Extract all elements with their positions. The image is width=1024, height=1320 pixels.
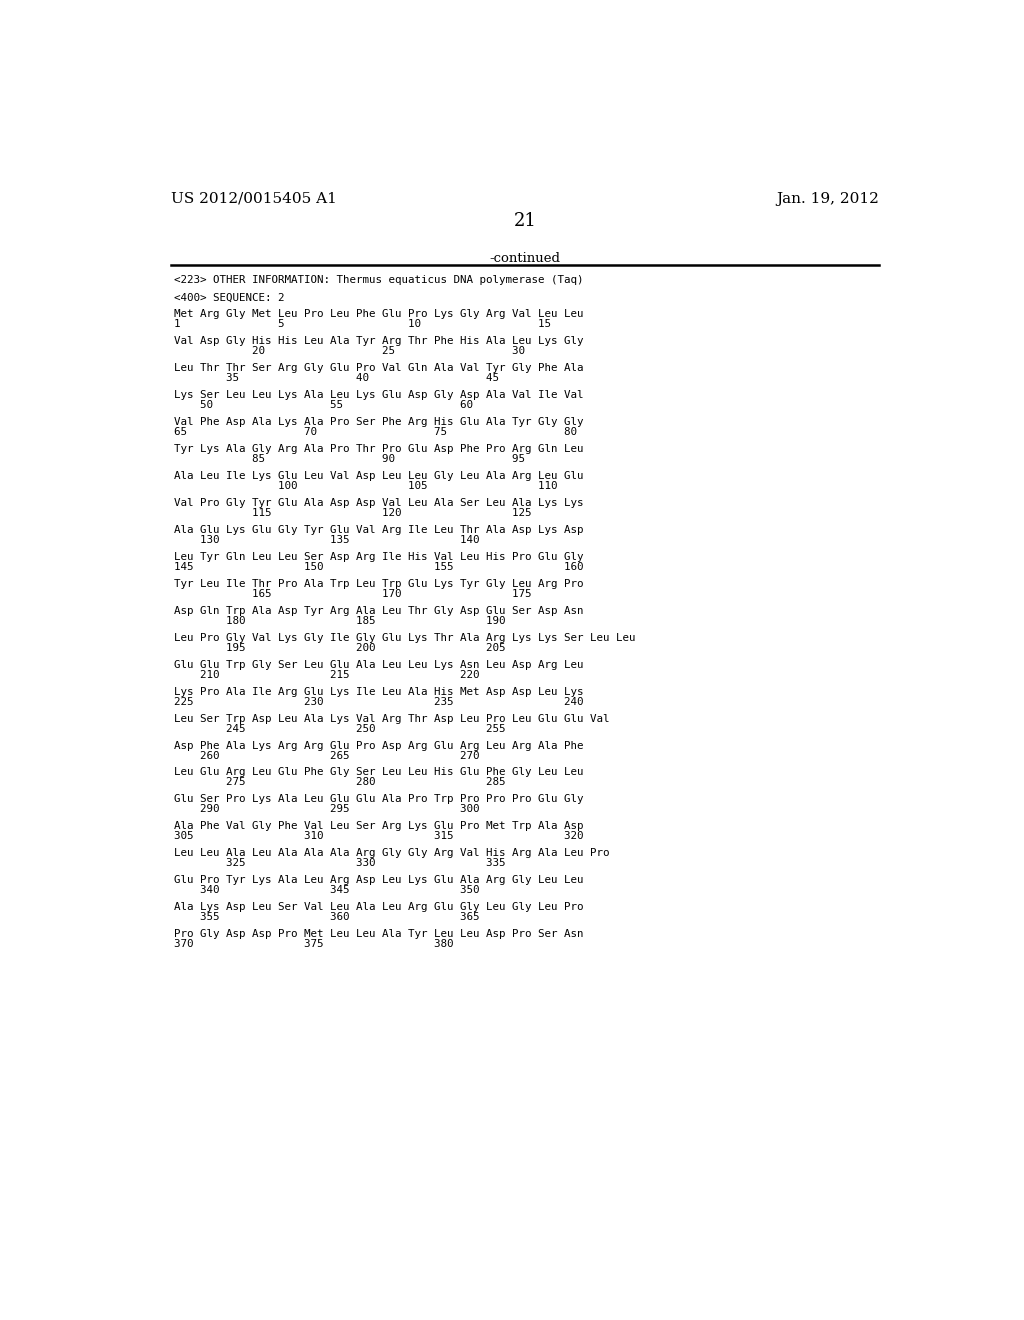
Text: 370                 375                 380: 370 375 380 [174, 940, 454, 949]
Text: Glu Pro Tyr Lys Ala Leu Arg Asp Leu Lys Glu Ala Arg Gly Leu Leu: Glu Pro Tyr Lys Ala Leu Arg Asp Leu Lys … [174, 875, 584, 886]
Text: 290                 295                 300: 290 295 300 [174, 804, 480, 814]
Text: Glu Ser Pro Lys Ala Leu Glu Glu Ala Pro Trp Pro Pro Pro Glu Gly: Glu Ser Pro Lys Ala Leu Glu Glu Ala Pro … [174, 795, 584, 804]
Text: 21: 21 [513, 213, 537, 230]
Text: Leu Glu Arg Leu Glu Phe Gly Ser Leu Leu His Glu Phe Gly Leu Leu: Leu Glu Arg Leu Glu Phe Gly Ser Leu Leu … [174, 767, 584, 777]
Text: 245                 250                 255: 245 250 255 [174, 723, 506, 734]
Text: Ala Lys Asp Leu Ser Val Leu Ala Leu Arg Glu Gly Leu Gly Leu Pro: Ala Lys Asp Leu Ser Val Leu Ala Leu Arg … [174, 903, 584, 912]
Text: Leu Leu Ala Leu Ala Ala Ala Arg Gly Gly Arg Val His Arg Ala Leu Pro: Leu Leu Ala Leu Ala Ala Ala Arg Gly Gly … [174, 849, 610, 858]
Text: Val Asp Gly His His Leu Ala Tyr Arg Thr Phe His Ala Leu Lys Gly: Val Asp Gly His His Leu Ala Tyr Arg Thr … [174, 337, 584, 346]
Text: Lys Pro Ala Ile Arg Glu Lys Ile Leu Ala His Met Asp Asp Leu Lys: Lys Pro Ala Ile Arg Glu Lys Ile Leu Ala … [174, 686, 584, 697]
Text: Lys Ser Leu Leu Lys Ala Leu Lys Glu Asp Gly Asp Ala Val Ile Val: Lys Ser Leu Leu Lys Ala Leu Lys Glu Asp … [174, 391, 584, 400]
Text: Leu Tyr Gln Leu Leu Ser Asp Arg Ile His Val Leu His Pro Glu Gly: Leu Tyr Gln Leu Leu Ser Asp Arg Ile His … [174, 552, 584, 562]
Text: 355                 360                 365: 355 360 365 [174, 912, 480, 923]
Text: <400> SEQUENCE: 2: <400> SEQUENCE: 2 [174, 293, 285, 302]
Text: 210                 215                 220: 210 215 220 [174, 669, 480, 680]
Text: Ala Glu Lys Glu Gly Tyr Glu Val Arg Ile Leu Thr Ala Asp Lys Asp: Ala Glu Lys Glu Gly Tyr Glu Val Arg Ile … [174, 525, 584, 535]
Text: US 2012/0015405 A1: US 2012/0015405 A1 [171, 191, 337, 206]
Text: 85                  90                  95: 85 90 95 [174, 454, 525, 465]
Text: <223> OTHER INFORMATION: Thermus equaticus DNA polymerase (Taq): <223> OTHER INFORMATION: Thermus equatic… [174, 276, 584, 285]
Text: Ala Leu Ile Lys Glu Leu Val Asp Leu Leu Gly Leu Ala Arg Leu Glu: Ala Leu Ile Lys Glu Leu Val Asp Leu Leu … [174, 471, 584, 480]
Text: 195                 200                 205: 195 200 205 [174, 643, 506, 652]
Text: -continued: -continued [489, 252, 560, 265]
Text: Leu Pro Gly Val Lys Gly Ile Gly Glu Lys Thr Ala Arg Lys Lys Ser Leu Leu: Leu Pro Gly Val Lys Gly Ile Gly Glu Lys … [174, 632, 636, 643]
Text: Tyr Lys Ala Gly Arg Ala Pro Thr Pro Glu Asp Phe Pro Arg Gln Leu: Tyr Lys Ala Gly Arg Ala Pro Thr Pro Glu … [174, 444, 584, 454]
Text: Ala Phe Val Gly Phe Val Leu Ser Arg Lys Glu Pro Met Trp Ala Asp: Ala Phe Val Gly Phe Val Leu Ser Arg Lys … [174, 821, 584, 832]
Text: 180                 185                 190: 180 185 190 [174, 615, 506, 626]
Text: 115                 120                 125: 115 120 125 [174, 508, 532, 517]
Text: Val Pro Gly Tyr Glu Ala Asp Asp Val Leu Ala Ser Leu Ala Lys Lys: Val Pro Gly Tyr Glu Ala Asp Asp Val Leu … [174, 498, 584, 508]
Text: Leu Ser Trp Asp Leu Ala Lys Val Arg Thr Asp Leu Pro Leu Glu Glu Val: Leu Ser Trp Asp Leu Ala Lys Val Arg Thr … [174, 714, 610, 723]
Text: 130                 135                 140: 130 135 140 [174, 535, 480, 545]
Text: 145                 150                 155                 160: 145 150 155 160 [174, 562, 584, 572]
Text: Asp Phe Ala Lys Arg Arg Glu Pro Asp Arg Glu Arg Leu Arg Ala Phe: Asp Phe Ala Lys Arg Arg Glu Pro Asp Arg … [174, 741, 584, 751]
Text: Pro Gly Asp Asp Pro Met Leu Leu Ala Tyr Leu Leu Asp Pro Ser Asn: Pro Gly Asp Asp Pro Met Leu Leu Ala Tyr … [174, 929, 584, 939]
Text: 100                 105                 110: 100 105 110 [174, 480, 558, 491]
Text: 1               5                   10                  15: 1 5 10 15 [174, 319, 552, 329]
Text: 165                 170                 175: 165 170 175 [174, 589, 532, 599]
Text: Met Arg Gly Met Leu Pro Leu Phe Glu Pro Lys Gly Arg Val Leu Leu: Met Arg Gly Met Leu Pro Leu Phe Glu Pro … [174, 309, 584, 319]
Text: Jan. 19, 2012: Jan. 19, 2012 [776, 191, 879, 206]
Text: 340                 345                 350: 340 345 350 [174, 886, 480, 895]
Text: Tyr Leu Ile Thr Pro Ala Trp Leu Trp Glu Lys Tyr Gly Leu Arg Pro: Tyr Leu Ile Thr Pro Ala Trp Leu Trp Glu … [174, 579, 584, 589]
Text: 275                 280                 285: 275 280 285 [174, 777, 506, 788]
Text: Glu Glu Trp Gly Ser Leu Glu Ala Leu Leu Lys Asn Leu Asp Arg Leu: Glu Glu Trp Gly Ser Leu Glu Ala Leu Leu … [174, 660, 584, 669]
Text: 305                 310                 315                 320: 305 310 315 320 [174, 832, 584, 841]
Text: 50                  55                  60: 50 55 60 [174, 400, 473, 411]
Text: 20                  25                  30: 20 25 30 [174, 346, 525, 356]
Text: 225                 230                 235                 240: 225 230 235 240 [174, 697, 584, 706]
Text: 65                  70                  75                  80: 65 70 75 80 [174, 428, 578, 437]
Text: Val Phe Asp Ala Lys Ala Pro Ser Phe Arg His Glu Ala Tyr Gly Gly: Val Phe Asp Ala Lys Ala Pro Ser Phe Arg … [174, 417, 584, 428]
Text: 325                 330                 335: 325 330 335 [174, 858, 506, 869]
Text: Leu Thr Thr Ser Arg Gly Glu Pro Val Gln Ala Val Tyr Gly Phe Ala: Leu Thr Thr Ser Arg Gly Glu Pro Val Gln … [174, 363, 584, 374]
Text: 35                  40                  45: 35 40 45 [174, 374, 500, 383]
Text: Asp Gln Trp Ala Asp Tyr Arg Ala Leu Thr Gly Asp Glu Ser Asp Asn: Asp Gln Trp Ala Asp Tyr Arg Ala Leu Thr … [174, 606, 584, 615]
Text: 260                 265                 270: 260 265 270 [174, 751, 480, 760]
